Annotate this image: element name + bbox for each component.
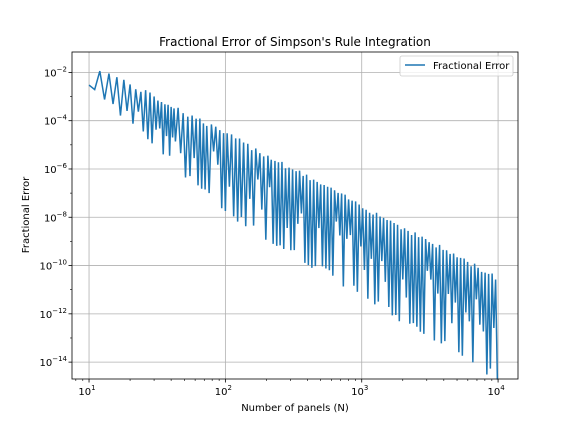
series-layer <box>88 70 499 380</box>
legend-box <box>399 55 514 77</box>
legend-label-fractional-error: Fractional Error <box>433 61 510 72</box>
y-axis-label: Fractional Error <box>21 176 32 253</box>
legend: Fractional Error <box>399 55 514 77</box>
series-line-fractional-error <box>88 70 499 380</box>
plot-area-frame <box>71 51 519 380</box>
x-axis-label: Number of panels (N) <box>241 403 349 414</box>
chart-title: Fractional Error of Simpson's Rule Integ… <box>159 35 431 49</box>
